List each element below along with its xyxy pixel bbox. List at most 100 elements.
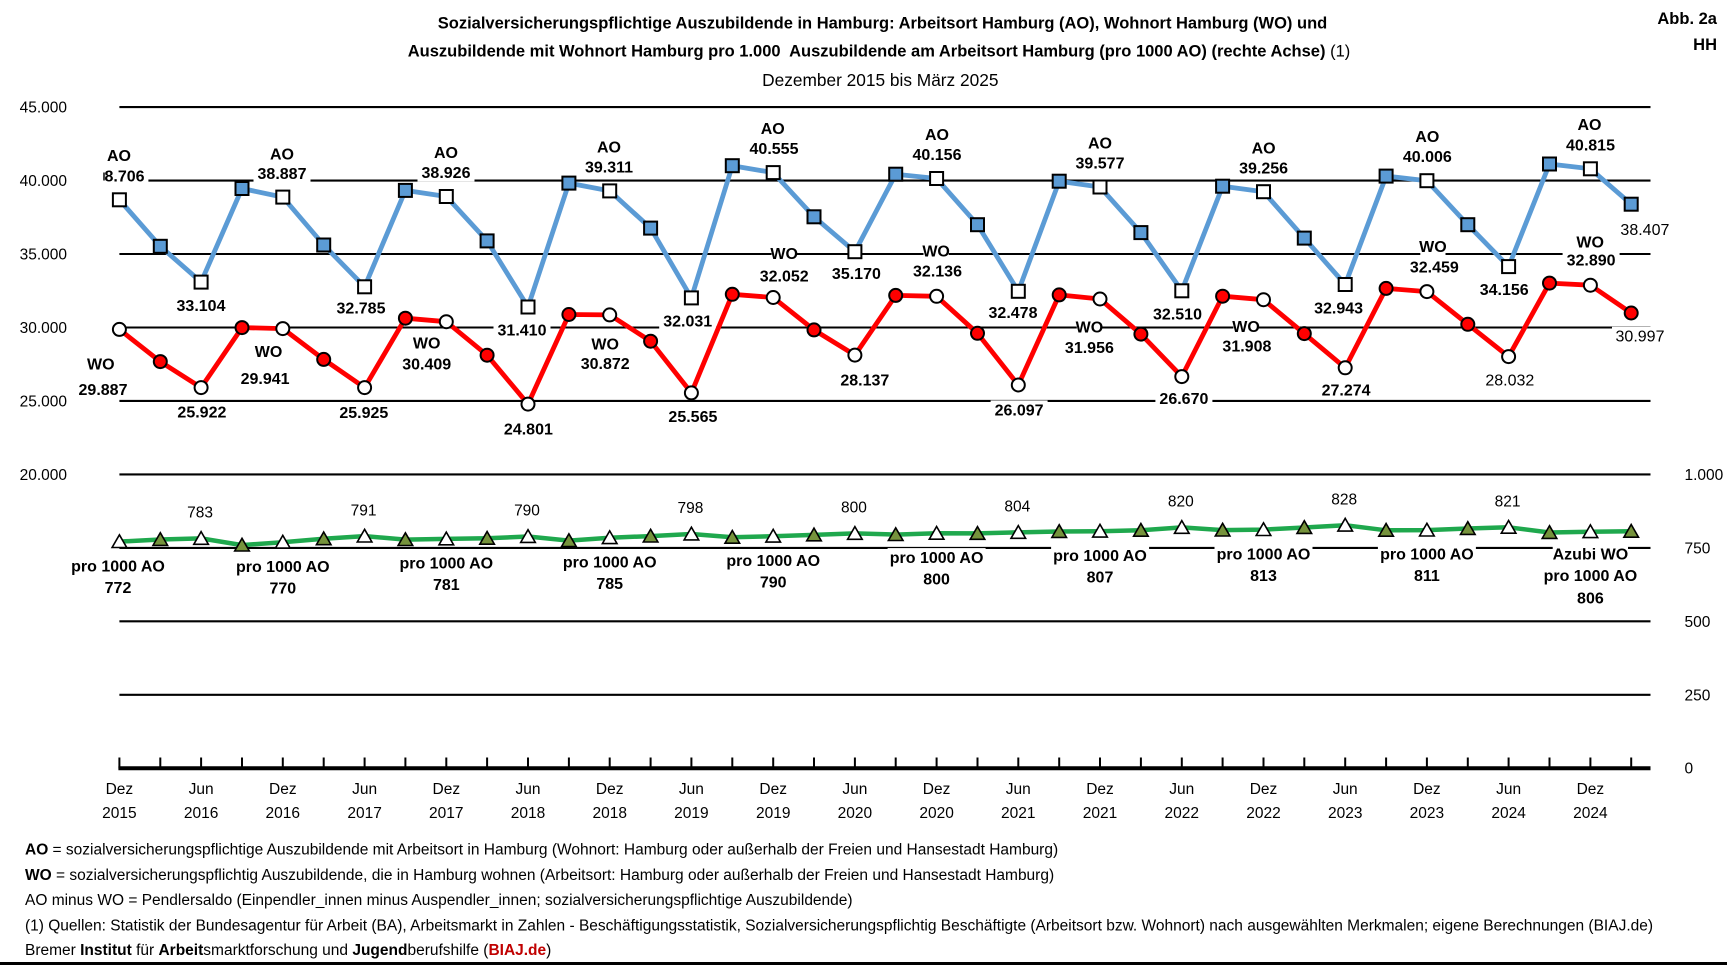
svg-text:34.156: 34.156 bbox=[1480, 282, 1529, 299]
svg-text:Auszubildende mit Wohnort Hamb: Auszubildende mit Wohnort Hamburg pro 1.… bbox=[408, 43, 1350, 61]
svg-text:pro 1000 AO: pro 1000 AO bbox=[399, 556, 493, 573]
svg-text:804: 804 bbox=[1004, 499, 1030, 516]
svg-text:Jun: Jun bbox=[1006, 781, 1031, 798]
svg-text:AO: AO bbox=[434, 145, 458, 162]
svg-text:32.785: 32.785 bbox=[337, 301, 386, 318]
svg-text:WO: WO bbox=[255, 344, 283, 361]
svg-text:800: 800 bbox=[923, 572, 950, 589]
svg-text:40.555: 40.555 bbox=[750, 141, 799, 158]
svg-text:Jun: Jun bbox=[1496, 781, 1521, 798]
svg-text:pro 1000 AO: pro 1000 AO bbox=[726, 553, 820, 570]
svg-text:32.943: 32.943 bbox=[1314, 301, 1363, 318]
svg-text:Jun: Jun bbox=[1333, 781, 1358, 798]
svg-text:25.925: 25.925 bbox=[339, 405, 388, 422]
svg-text:790: 790 bbox=[760, 574, 787, 591]
svg-text:30.409: 30.409 bbox=[402, 357, 451, 374]
svg-text:Bremer Institut für Arbeitsmar: Bremer Institut für Arbeitsmarktforschun… bbox=[25, 942, 551, 959]
svg-text:821: 821 bbox=[1495, 494, 1521, 511]
svg-text:783: 783 bbox=[187, 505, 213, 522]
svg-text:31.956: 31.956 bbox=[1065, 340, 1114, 357]
svg-text:AO: AO bbox=[925, 127, 949, 144]
svg-text:1.000: 1.000 bbox=[1685, 467, 1724, 484]
svg-text:pro 1000 AO: pro 1000 AO bbox=[1217, 546, 1311, 563]
svg-text:32.510: 32.510 bbox=[1153, 306, 1202, 323]
svg-text:WO = sozialversicherungspflich: WO = sozialversicherungspflichtig Auszub… bbox=[25, 867, 1054, 884]
svg-text:WO: WO bbox=[1576, 235, 1604, 252]
svg-text:2016: 2016 bbox=[184, 805, 218, 822]
svg-text:29.887: 29.887 bbox=[79, 382, 128, 399]
svg-text:2022: 2022 bbox=[1246, 805, 1280, 822]
svg-text:800: 800 bbox=[841, 500, 867, 517]
svg-text:Dez: Dez bbox=[759, 781, 787, 798]
svg-text:Sozialversicherungspflichtige: Sozialversicherungspflichtige Auszubilde… bbox=[438, 15, 1328, 33]
svg-text:750: 750 bbox=[1685, 540, 1711, 557]
svg-text:2018: 2018 bbox=[511, 805, 545, 822]
svg-text:806: 806 bbox=[1577, 590, 1604, 607]
svg-text:781: 781 bbox=[433, 577, 460, 594]
svg-text:Jun: Jun bbox=[352, 781, 377, 798]
svg-text:31.908: 31.908 bbox=[1222, 339, 1271, 356]
svg-text:AO minus WO = Pendlersaldo (Ei: AO minus WO = Pendlersaldo (Einpendler_i… bbox=[25, 892, 853, 909]
svg-text:Jun: Jun bbox=[1169, 781, 1194, 798]
svg-text:39.311: 39.311 bbox=[585, 160, 633, 177]
svg-text:30.872: 30.872 bbox=[581, 356, 630, 373]
svg-text:AO: AO bbox=[761, 121, 785, 138]
svg-text:AO: AO bbox=[1578, 117, 1602, 134]
svg-text:pro 1000 AO: pro 1000 AO bbox=[563, 554, 657, 571]
svg-text:785: 785 bbox=[596, 576, 623, 593]
svg-text:31.410: 31.410 bbox=[498, 323, 547, 340]
svg-text:Jun: Jun bbox=[516, 781, 541, 798]
svg-text:30.000: 30.000 bbox=[20, 320, 68, 337]
svg-text:2019: 2019 bbox=[756, 805, 790, 822]
svg-text:pro 1000 AO: pro 1000 AO bbox=[1053, 548, 1147, 565]
svg-text:25.922: 25.922 bbox=[177, 404, 226, 421]
svg-text:28.137: 28.137 bbox=[840, 373, 889, 390]
svg-text:Dez: Dez bbox=[269, 781, 297, 798]
svg-text:25.000: 25.000 bbox=[20, 393, 68, 410]
svg-text:WO: WO bbox=[922, 243, 950, 260]
svg-text:250: 250 bbox=[1685, 687, 1711, 704]
svg-text:WO: WO bbox=[87, 356, 115, 373]
svg-text:WO: WO bbox=[591, 336, 619, 353]
svg-text:Azubi WO: Azubi WO bbox=[1553, 546, 1629, 563]
svg-text:pro 1000 AO: pro 1000 AO bbox=[1544, 568, 1638, 585]
svg-text:Dez: Dez bbox=[106, 781, 134, 798]
svg-text:32.890: 32.890 bbox=[1567, 253, 1616, 270]
svg-text:26.097: 26.097 bbox=[995, 402, 1044, 419]
svg-text:40.006: 40.006 bbox=[1403, 149, 1452, 166]
svg-text:Jun: Jun bbox=[842, 781, 867, 798]
svg-text:32.052: 32.052 bbox=[760, 269, 809, 286]
svg-text:AO: AO bbox=[270, 146, 294, 163]
svg-text:790: 790 bbox=[514, 503, 540, 520]
svg-text:AO = sozialversicherungspflich: AO = sozialversicherungspflichtige Auszu… bbox=[25, 842, 1058, 859]
svg-text:35.170: 35.170 bbox=[832, 266, 881, 283]
svg-text:pro 1000 AO: pro 1000 AO bbox=[1380, 547, 1474, 564]
svg-text:30.997: 30.997 bbox=[1616, 329, 1665, 346]
svg-text:AO: AO bbox=[1415, 129, 1439, 146]
svg-text:pro 1000 AO: pro 1000 AO bbox=[236, 559, 330, 576]
svg-text:24.801: 24.801 bbox=[504, 422, 553, 439]
svg-text:AO: AO bbox=[107, 148, 131, 165]
svg-text:2017: 2017 bbox=[429, 805, 463, 822]
svg-text:807: 807 bbox=[1087, 569, 1114, 586]
svg-text:2017: 2017 bbox=[347, 805, 381, 822]
svg-text:2024: 2024 bbox=[1573, 805, 1608, 822]
svg-text:Abb. 2a: Abb. 2a bbox=[1657, 10, 1717, 28]
svg-text:2016: 2016 bbox=[266, 805, 300, 822]
svg-text:798: 798 bbox=[677, 500, 703, 517]
svg-text:AO: AO bbox=[1252, 140, 1276, 157]
svg-text:pro 1000 AO: pro 1000 AO bbox=[890, 550, 984, 567]
svg-text:791: 791 bbox=[351, 502, 377, 519]
svg-text:WO: WO bbox=[413, 336, 441, 353]
svg-text:AO: AO bbox=[597, 140, 621, 157]
svg-text:WO: WO bbox=[1232, 319, 1260, 336]
svg-text:pro 1000 AO: pro 1000 AO bbox=[71, 558, 165, 575]
svg-text:Dez: Dez bbox=[1577, 781, 1605, 798]
svg-text:35.000: 35.000 bbox=[20, 247, 68, 264]
svg-text:2021: 2021 bbox=[1001, 805, 1035, 822]
svg-text:40.000: 40.000 bbox=[20, 173, 68, 190]
svg-text:32.136: 32.136 bbox=[913, 264, 962, 281]
svg-text:2021: 2021 bbox=[1083, 805, 1117, 822]
svg-text:772: 772 bbox=[105, 580, 132, 597]
svg-text:2018: 2018 bbox=[592, 805, 626, 822]
